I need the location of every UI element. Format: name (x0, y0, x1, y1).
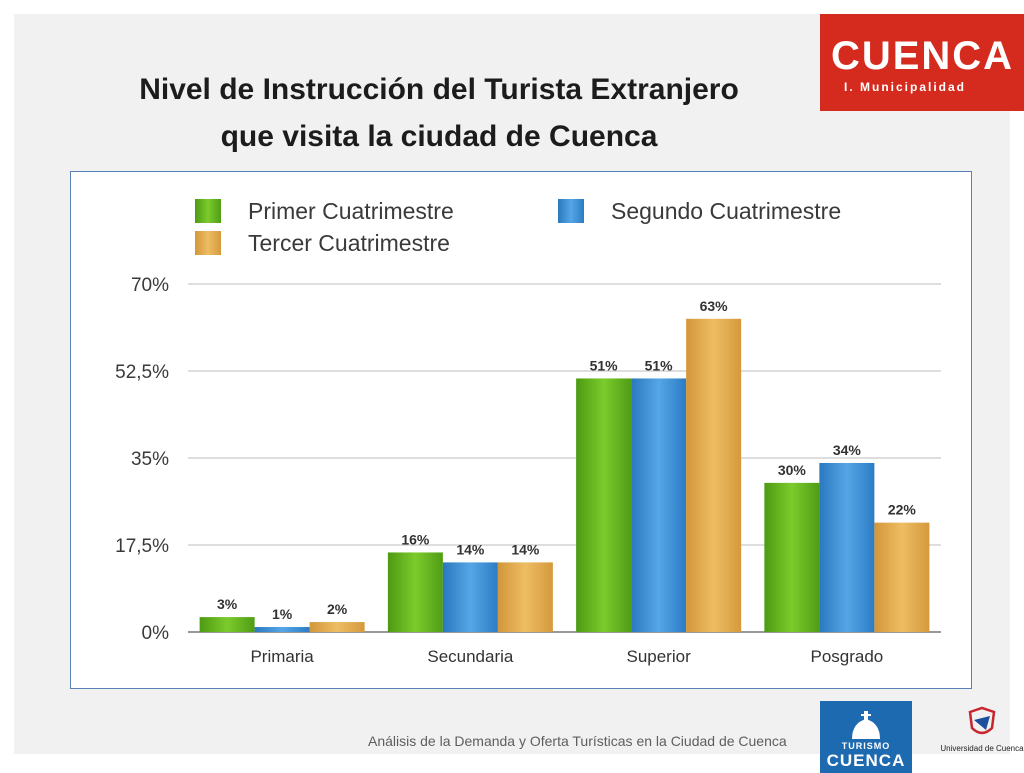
footer-caption: Análisis de la Demanda y Oferta Turístic… (368, 733, 787, 749)
bar (631, 378, 687, 632)
x-category-label: Superior (626, 647, 691, 666)
bar (309, 622, 365, 632)
data-label: 51% (590, 357, 619, 373)
y-tick-label: 70% (131, 275, 169, 296)
bar-chart: 3% 1% 2% 16% 14% 14% 51% 51% 63% 30% 34% 22% 0% 17,5… (115, 198, 941, 666)
data-label: 63% (700, 298, 729, 314)
x-category-label: Primaria (250, 647, 314, 666)
bar (874, 522, 930, 632)
turismo-label: TURISMO (841, 741, 891, 751)
data-label: 16% (401, 531, 430, 547)
turismo-cuenca-logo: TURISMO CUENCA (820, 701, 912, 773)
legend-swatch (558, 199, 584, 223)
legend-swatch (195, 231, 221, 255)
y-tick-label: 17,5% (115, 536, 169, 557)
bar (686, 318, 742, 632)
y-tick-label: 52,5% (115, 362, 169, 383)
slide: Nivel de Instrucción del Turista Extranj… (14, 14, 1024, 773)
data-label: 3% (217, 596, 238, 612)
data-label: 14% (511, 541, 540, 557)
bar (764, 482, 820, 632)
bar (497, 562, 553, 632)
bar (819, 462, 875, 632)
y-tick-label: 35% (131, 449, 169, 470)
data-label: 14% (456, 541, 485, 557)
data-label: 2% (327, 601, 348, 617)
logo-subtitle: I. Municipalidad (844, 80, 967, 94)
bar (442, 562, 498, 632)
chart-data-labels: 3% 1% 2% 16% 14% 14% 51% 51% 63% 30% 34% 22% (217, 298, 916, 622)
x-category-label: Secundaria (427, 647, 514, 666)
data-label: 34% (833, 442, 862, 458)
data-label: 30% (778, 462, 807, 478)
bar (576, 378, 632, 632)
legend-swatch (195, 199, 221, 223)
bar (387, 552, 443, 632)
chart-bars (199, 318, 930, 632)
data-label: 22% (888, 502, 917, 518)
chart-legend: Primer Cuatrimestre Segundo Cuatrimestre T… (195, 198, 841, 256)
x-category-label: Posgrado (810, 647, 883, 666)
cathedral-dome-icon (852, 711, 880, 739)
university-name: Universidad de Cuenca (940, 744, 1024, 753)
title-line-2: que visita la ciudad de Cuenca (220, 120, 658, 153)
bar (199, 617, 255, 632)
legend-label: Segundo Cuatrimestre (611, 198, 841, 224)
university-emblem-icon (968, 706, 996, 735)
bar (254, 627, 310, 632)
data-label: 51% (645, 357, 674, 373)
logo-word: CUENCA (830, 34, 1015, 78)
university-logo: Universidad de Cuenca (934, 704, 1024, 764)
legend-label: Primer Cuatrimestre (248, 198, 454, 224)
chart-frame: 3% 1% 2% 16% 14% 14% 51% 51% 63% 30% 34% 22% 0% 17,5… (70, 171, 972, 689)
title-line-1: Nivel de Instrucción del Turista Extranj… (139, 73, 739, 106)
y-tick-label: 0% (142, 623, 170, 644)
legend-label: Tercer Cuatrimestre (248, 230, 450, 256)
slide-title: Nivel de Instrucción del Turista Extranj… (74, 66, 804, 160)
turismo-city-label: CUENCA (826, 751, 906, 770)
chart-axes: 0% 17,5% 35% 52,5% 70% Primaria Secundaria Supe… (115, 275, 883, 666)
cuenca-municipal-logo: CUENCA I. Municipalidad (820, 14, 1024, 111)
data-label: 1% (272, 606, 293, 622)
